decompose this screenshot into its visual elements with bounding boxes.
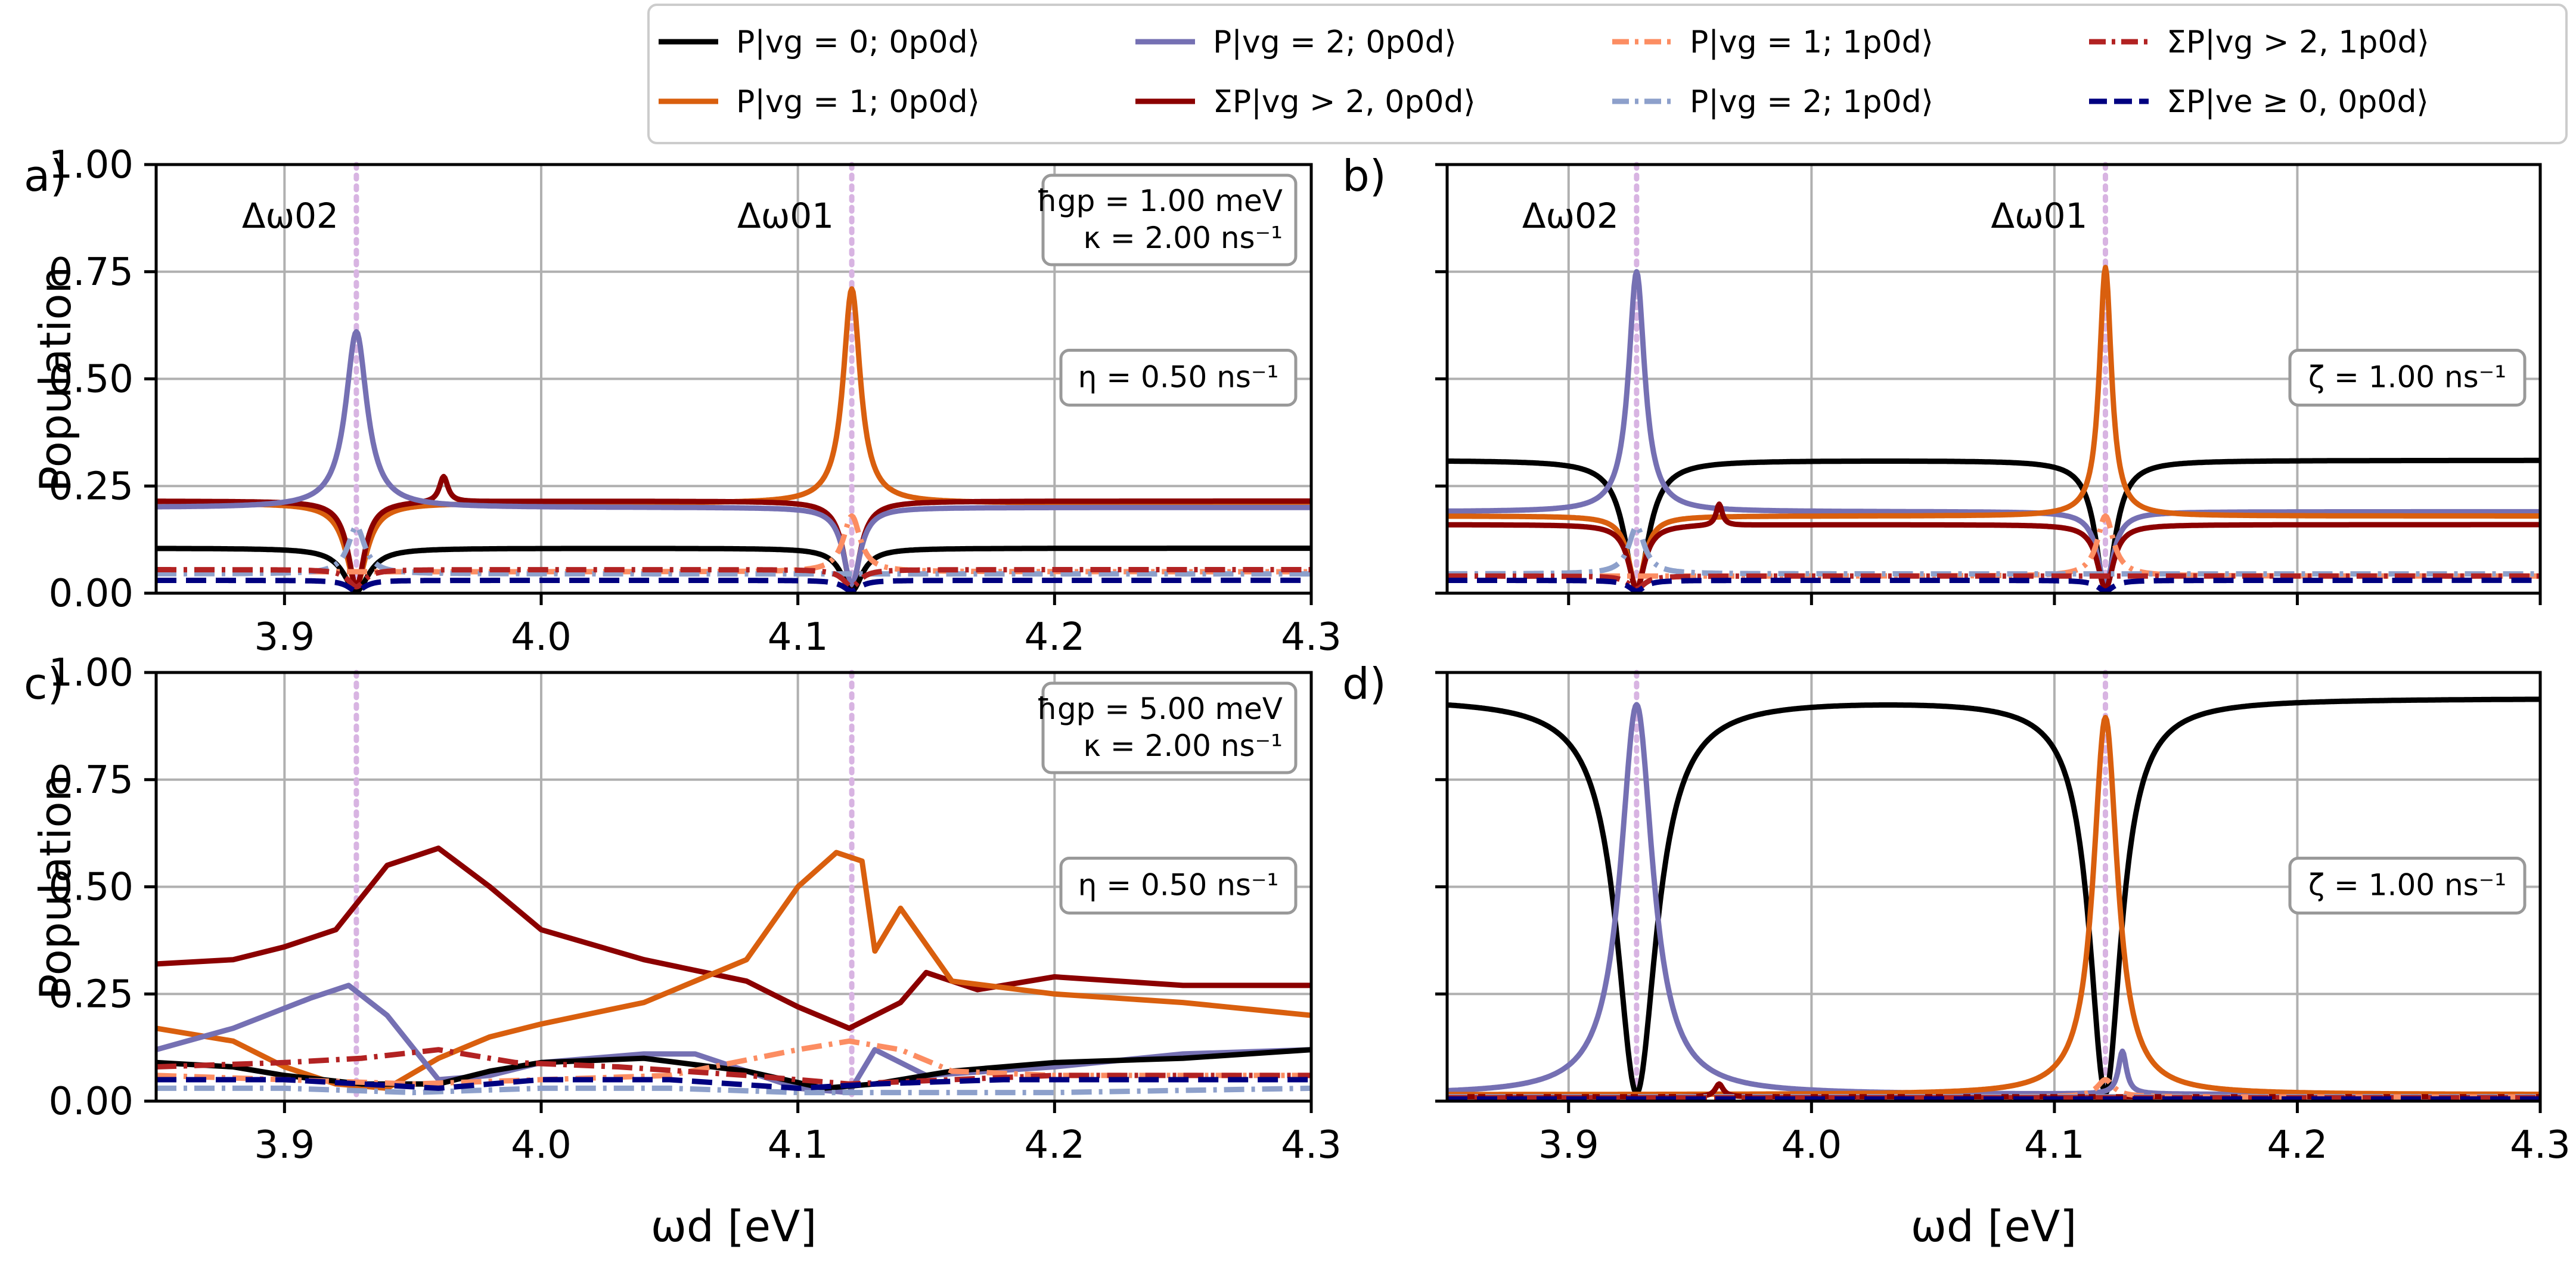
series-line <box>1447 501 2540 592</box>
x-tick-label: 4.0 <box>1781 1123 1842 1167</box>
panel-d: d) ζ = 1.00 ns⁻¹ <box>1342 659 2542 1113</box>
legend-label: P|vg = 1; 1p0d⟩ <box>1690 24 1933 60</box>
x-tick-label: 4.3 <box>1281 1123 1342 1167</box>
series-line <box>156 1047 1311 1087</box>
series-line <box>156 567 1311 590</box>
x-tick-label: 4.0 <box>511 1123 572 1167</box>
y-tick-label: 0.00 <box>49 572 134 616</box>
x-tick-label: 4.2 <box>2267 1123 2328 1167</box>
rate-box <box>2288 349 2527 407</box>
legend-entry: P|vg = 1; 0p0d⟩ <box>659 84 980 120</box>
x-tick-label: 4.2 <box>1024 1123 1085 1167</box>
series-line <box>156 1085 1311 1096</box>
series-group <box>156 845 1311 1096</box>
y-tick-label: 0.25 <box>49 972 134 1016</box>
series-line <box>1447 696 2540 1096</box>
x-tick-label: 4.2 <box>1024 615 1085 659</box>
rate-text: ζ = 1.00 ns⁻¹ <box>2308 360 2506 395</box>
legend-label: P|vg = 0; 0p0d⟩ <box>736 24 980 60</box>
legend-label: P|vg = 1; 0p0d⟩ <box>736 84 980 120</box>
series-line <box>156 513 1311 575</box>
series-line <box>1447 573 2540 592</box>
y-axis-label: Population <box>30 774 80 1000</box>
y-tick-label: 1.00 <box>49 651 134 695</box>
legend-box <box>647 4 2568 144</box>
rate-box <box>2288 857 2527 915</box>
series-line <box>156 286 1311 587</box>
y-tick-label: 0.25 <box>49 464 134 509</box>
y-axis-label: Population <box>30 266 80 492</box>
panel-c: 3.9 4.0 4.1 4.2 4.3 0.00 0.25 0.50 0.75 1.00c) ħgp… <box>24 651 1342 1167</box>
y-tick-label: 1.00 <box>49 143 134 187</box>
resonance-label: Δω01 <box>1991 196 2087 236</box>
legend-label: P|vg = 2; 0p0d⟩ <box>1213 24 1457 60</box>
rate-text: η = 0.50 ns⁻¹ <box>1078 360 1279 395</box>
y-tick-label: 0.50 <box>49 358 134 402</box>
y-tick-label: 0.00 <box>49 1080 134 1124</box>
series-line <box>1447 577 2540 593</box>
series-line <box>1447 269 2540 587</box>
x-tick-label: 4.1 <box>2024 1123 2085 1167</box>
legend-label: ΣP|vg > 2, 1p0d⟩ <box>2167 24 2429 60</box>
x-tick-label: 3.9 <box>1538 1123 1599 1167</box>
y-tick-label: 0.75 <box>49 758 134 802</box>
legend-label: P|vg = 2; 1p0d⟩ <box>1690 84 1933 120</box>
rate-box <box>1059 349 1298 407</box>
resonance-label: Δω02 <box>242 196 339 236</box>
x-tick-label: 4.1 <box>768 1123 828 1167</box>
legend-entry: P|vg = 1; 1p0d⟩ <box>1612 24 1933 60</box>
x-tick-label: 4.0 <box>511 615 572 659</box>
legend-label: ΣP|vg > 2, 0p0d⟩ <box>1213 84 1476 120</box>
x-tick-label: 3.9 <box>254 1123 315 1167</box>
x-tick-label: 4.3 <box>2510 1123 2571 1167</box>
legend-entry: P|vg = 2; 0p0d⟩ <box>1135 24 1457 60</box>
rate-text: ζ = 1.00 ns⁻¹ <box>2308 868 2506 903</box>
y-tick-label: 0.50 <box>49 866 134 910</box>
panel-label: a) <box>24 151 67 201</box>
rate-text: η = 0.50 ns⁻¹ <box>1078 868 1279 903</box>
series-group <box>1447 696 2540 1101</box>
param-box <box>1041 681 1298 774</box>
series-group <box>156 286 1311 593</box>
param-box <box>1041 173 1298 266</box>
legend-entry: P|vg = 2; 1p0d⟩ <box>1612 84 1933 120</box>
x-tick-label: 4.1 <box>768 615 828 659</box>
panel-a: 3.9 4.0 4.1 4.2 4.3 0.00 0.25 0.50 0.75 1.00a) Δω0… <box>24 143 1342 659</box>
series-line <box>1447 265 2540 592</box>
legend-entry: ΣP|vg > 2, 0p0d⟩ <box>1135 84 1476 120</box>
legend-label: ΣP|ve ≥ 0, 0p0d⟩ <box>2167 84 2429 120</box>
y-tick-label: 0.75 <box>49 250 134 295</box>
panel-label: c) <box>24 659 64 709</box>
series-line <box>156 473 1311 590</box>
panel-label: b) <box>1342 151 1386 201</box>
x-tick-label: 3.9 <box>254 615 315 659</box>
legend-entry: P|vg = 0; 0p0d⟩ <box>659 24 980 60</box>
legend-entry: ΣP|vg > 2, 1p0d⟩ <box>2089 24 2429 60</box>
x-axis-label: ωd [eV] <box>651 1201 817 1251</box>
x-tick-label: 4.3 <box>1281 615 1342 659</box>
panel-b: b) Δω02 Δω01 ζ = 1.00 ns⁻¹ <box>1342 151 2542 605</box>
param-text: ħgp = 5.00 meV <box>1036 692 1283 726</box>
resonance-label: Δω02 <box>1522 196 1619 236</box>
x-axis-label: ωd [eV] <box>1911 1201 2077 1251</box>
series-group <box>1447 265 2540 593</box>
series-line <box>156 1077 1311 1091</box>
param-text: κ = 2.00 ns⁻¹ <box>1083 221 1283 255</box>
series-line <box>156 524 1311 577</box>
panel-label: d) <box>1342 659 1386 709</box>
param-text: κ = 2.00 ns⁻¹ <box>1083 729 1283 763</box>
series-line <box>156 329 1311 587</box>
param-text: ħgp = 1.00 meV <box>1036 184 1283 218</box>
resonance-label: Δω01 <box>737 196 834 236</box>
legend-entry: ΣP|ve ≥ 0, 0p0d⟩ <box>2089 84 2429 120</box>
rate-box <box>1059 857 1298 915</box>
series-line <box>156 577 1311 593</box>
